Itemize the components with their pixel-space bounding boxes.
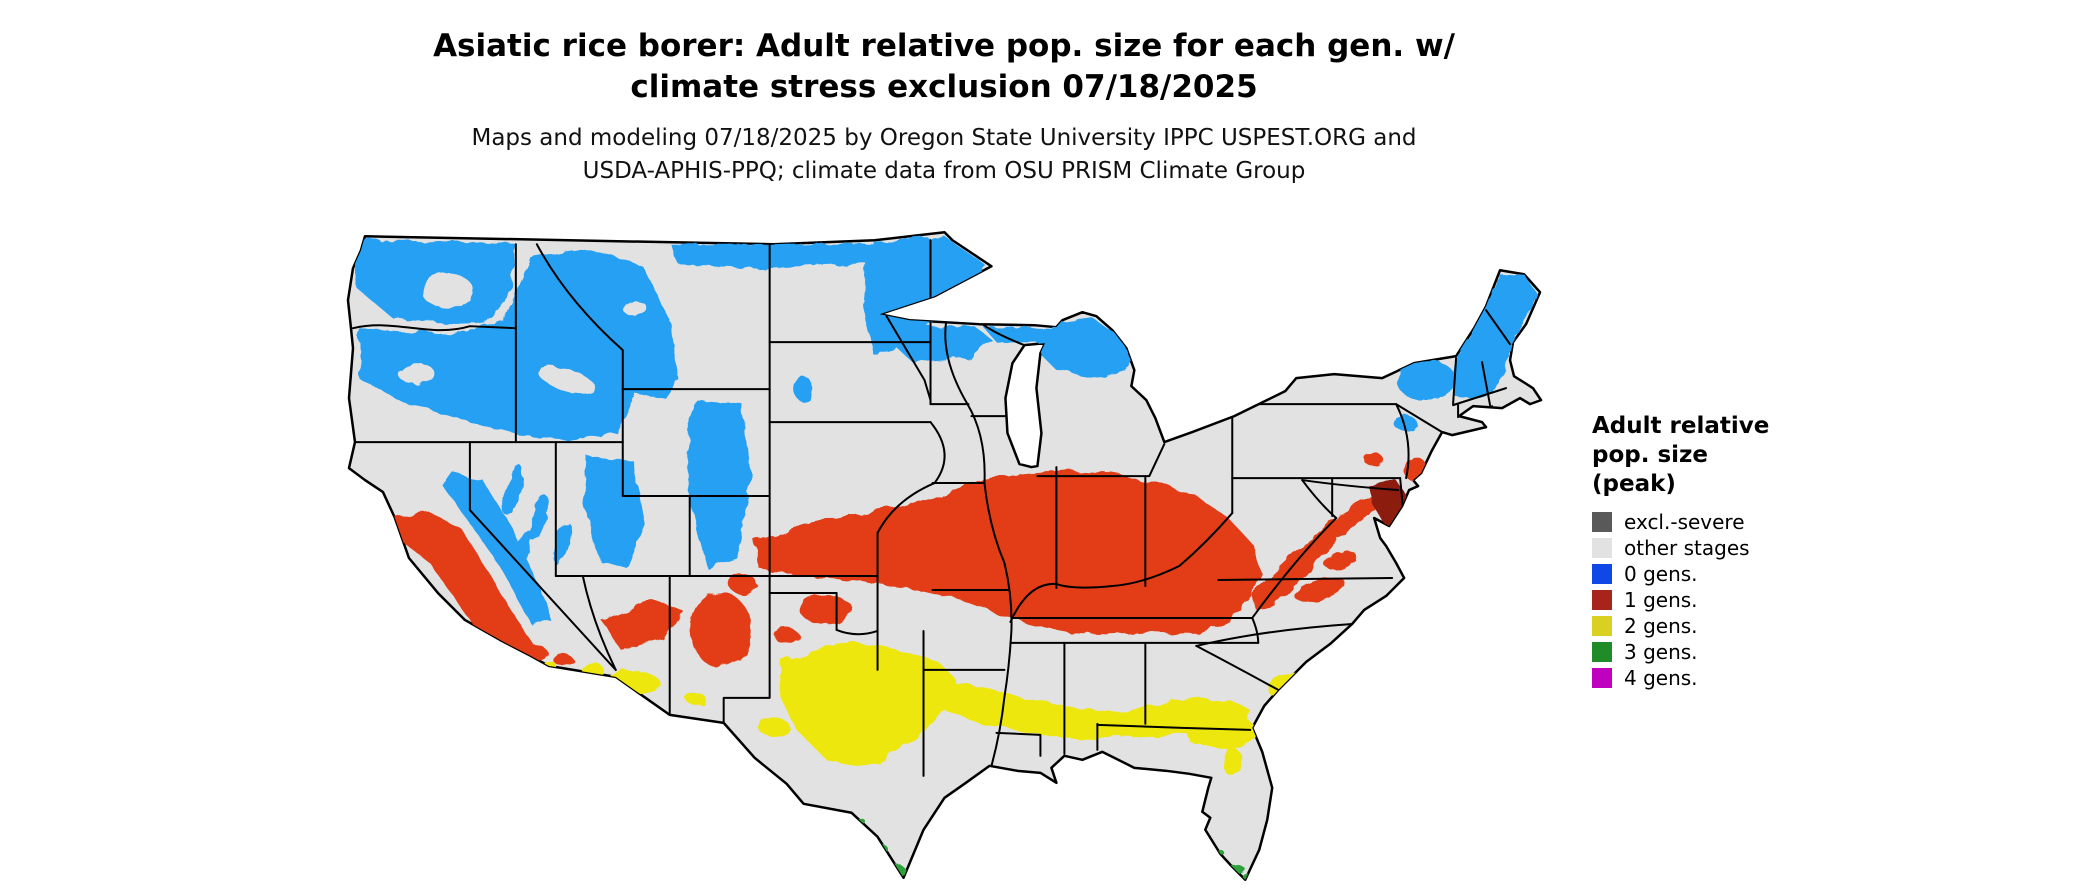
legend-title: Adult relative pop. size (peak) [1592,412,1852,499]
figure-subtitle: Maps and modeling 07/18/2025 by Oregon S… [0,122,1888,187]
legend-item-0-gens: 0 gens. [1592,561,1852,587]
legend-item-1-gens: 1 gens. [1592,587,1852,613]
legend-label-3-gens: 3 gens. [1624,640,1698,664]
legend-label-0-gens: 0 gens. [1624,562,1698,586]
legend-swatch-excl-severe [1592,512,1612,532]
legend-item-other-stages: other stages [1592,535,1852,561]
legend-swatch-0-gens [1592,564,1612,584]
legend-swatch-3-gens [1592,642,1612,662]
legend-item-3-gens: 3 gens. [1592,639,1852,665]
figure-title-line1: Asiatic rice borer: Adult relative pop. … [433,28,1455,64]
legend-swatch-4-gens [1592,668,1612,688]
legend-swatch-other-stages [1592,538,1612,558]
legend-label-1-gens: 1 gens. [1624,588,1698,612]
legend-title-line1: Adult relative [1592,413,1770,439]
us-map [346,231,1543,881]
figure-title-line2: climate stress exclusion 07/18/2025 [630,68,1258,105]
legend-label-4-gens: 4 gens. [1624,666,1698,690]
map-gray-patches [398,273,681,445]
map-region-1-gens [392,454,1428,668]
legend-items: excl.-severe other stages 0 gens. 1 gens… [1592,509,1852,691]
legend-swatch-2-gens [1592,616,1612,636]
map-legend: Adult relative pop. size (peak) excl.-se… [1592,412,1852,691]
legend-swatch-1-gens [1592,590,1612,610]
legend-item-4-gens: 4 gens. [1592,665,1852,691]
legend-label-other-stages: other stages [1624,536,1750,560]
legend-label-2-gens: 2 gens. [1624,614,1698,638]
map-region-0-gens [352,236,1538,626]
us-map-container [335,228,1554,884]
figure-subtitle-line1: Maps and modeling 07/18/2025 by Oregon S… [471,125,1417,151]
legend-label-excl-severe: excl.-severe [1624,510,1745,534]
legend-item-excl-severe: excl.-severe [1592,509,1852,535]
figure-subtitle-line2: USDA-APHIS-PPQ; climate data from OSU PR… [582,157,1306,184]
legend-title-line3: (peak) [1592,471,1676,497]
legend-item-2-gens: 2 gens. [1592,613,1852,639]
state-borders [351,239,1512,777]
legend-title-line2: pop. size [1592,442,1709,468]
figure-title: Asiatic rice borer: Adult relative pop. … [0,26,1888,108]
